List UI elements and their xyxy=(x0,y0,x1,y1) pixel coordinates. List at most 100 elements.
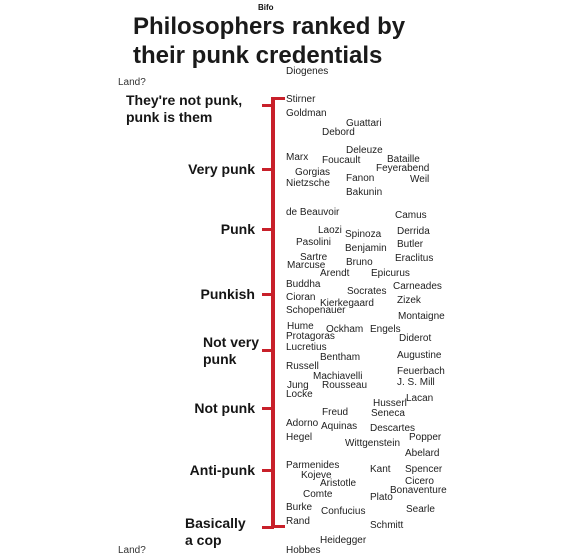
tick-not-punk xyxy=(262,407,274,410)
philosopher-name: Socrates xyxy=(347,286,387,297)
philosopher-name: Abelard xyxy=(405,448,440,459)
category-punkish: Punkish xyxy=(200,286,255,302)
philosopher-name: Machiavelli xyxy=(313,371,363,382)
philosopher-name: Diderot xyxy=(399,333,432,344)
philosopher-name: Arendt xyxy=(320,268,350,279)
philosopher-name: Adorno xyxy=(286,418,319,429)
tick-not-very-punk xyxy=(262,349,274,352)
philosopher-name: Schopenauer xyxy=(286,305,346,316)
philosopher-name: Aquinas xyxy=(321,421,358,432)
category-punk: Punk xyxy=(220,221,255,237)
philosopher-name: Bataille xyxy=(387,154,420,165)
philosopher-name: Lucretius xyxy=(286,342,327,353)
tick-punkish xyxy=(262,293,274,296)
philosopher-name: Protagoras xyxy=(286,331,335,342)
philosopher-name: Wittgenstein xyxy=(345,438,401,449)
philosopher-name: Carneades xyxy=(393,281,442,292)
philosopher-name: Freud xyxy=(322,407,349,418)
philosopher-name: Buddha xyxy=(286,279,321,290)
philosopher-name: Gorgias xyxy=(295,167,331,178)
category-not-punk: Not punk xyxy=(194,400,255,416)
philosopher-name: Parmenides xyxy=(286,460,340,471)
philosopher-name: Bonaventure xyxy=(390,485,447,496)
philosopher-name: Feuerbach xyxy=(397,366,445,377)
philosopher-name: Pasolini xyxy=(296,237,332,248)
tick-very-punk xyxy=(262,168,274,171)
philosopher-name: Kant xyxy=(370,464,391,475)
philosopher-name: Feyerabend xyxy=(376,163,430,174)
philosopher-name: Bakunin xyxy=(346,187,383,198)
philosopher-name: Seneca xyxy=(371,408,405,419)
philosopher-name: Foucault xyxy=(322,155,361,166)
philosopher-name: Engels xyxy=(370,324,401,335)
philosopher-name: Laozi xyxy=(318,225,342,236)
philosopher-name: Augustine xyxy=(397,350,442,361)
philosopher-name: Butler xyxy=(397,239,424,250)
title-line-1: Philosophers ranked by xyxy=(133,13,406,40)
category-very-punk: Very punk xyxy=(188,161,255,177)
philosopher-name: Montaigne xyxy=(398,311,445,322)
philosopher-name: Comte xyxy=(303,489,333,500)
philosopher-name: Descartes xyxy=(370,423,416,434)
philosopher-name: Spinoza xyxy=(345,229,382,240)
philosopher-name: Camus xyxy=(395,210,427,221)
philosopher-name: Hegel xyxy=(286,432,313,443)
philosopher-name: Fanon xyxy=(346,173,375,184)
philosopher-name: Hobbes xyxy=(286,545,321,556)
category-not-punk-punk-is-them: They're not punk, punk is them xyxy=(126,92,243,125)
philosopher-name: Diogenes xyxy=(286,66,329,77)
philosopher-name: Popper xyxy=(409,432,442,443)
tick-basically-a-cop xyxy=(262,526,274,529)
category-anti-punk: Anti-punk xyxy=(189,462,255,478)
tick-punk xyxy=(262,228,274,231)
philosopher-name: Debord xyxy=(322,127,355,138)
philosopher-name: Marcuse xyxy=(287,260,326,271)
philosopher-name: Epicurus xyxy=(371,268,410,279)
philosopher-name: Rand xyxy=(286,516,310,527)
philosopher-name: Schmitt xyxy=(370,520,404,531)
philosopher-name: Confucius xyxy=(321,506,366,517)
philosopher-name: Sartre xyxy=(300,252,328,263)
philosopher-name: Husserl xyxy=(373,398,407,409)
philosopher-name: Kojeve xyxy=(301,470,332,481)
philosopher-name: Derrida xyxy=(397,226,430,237)
philosopher-name: Ockham xyxy=(326,324,364,335)
philosopher-name: Stirner xyxy=(286,94,316,105)
philosopher-name: Aristotle xyxy=(320,478,357,489)
philosopher-name: Locke xyxy=(286,389,313,400)
philosopher-name: Cioran xyxy=(286,292,316,303)
philosopher-name: Zizek xyxy=(397,295,421,306)
title-line-2: their punk credentials xyxy=(133,42,383,69)
philosopher-name: Bentham xyxy=(320,352,361,363)
philosopher-name: Goldman xyxy=(286,108,327,119)
philosopher-name: Benjamin xyxy=(345,243,387,254)
philosopher-name: Spencer xyxy=(405,464,443,475)
tick-not-punk-punk-is-them xyxy=(262,104,274,107)
philosopher-name: Rousseau xyxy=(322,380,368,391)
philosopher-name: J. S. Mill xyxy=(397,377,435,388)
axis-bottom-cap xyxy=(271,525,285,528)
philosopher-name: Burke xyxy=(286,502,313,513)
category-basically-a-cop: Basically a cop xyxy=(185,515,246,548)
philosopher-name: Jung xyxy=(287,380,309,391)
philosopher-name: Guattari xyxy=(346,118,382,129)
philosopher-name: Plato xyxy=(370,492,393,503)
philosopher-name: Weil xyxy=(410,174,430,185)
philosopher-name: Marx xyxy=(286,152,309,163)
philosopher-name: Russell xyxy=(286,361,319,372)
philosopher-name: de Beauvoir xyxy=(286,207,340,218)
philosopher-name: Cicero xyxy=(405,476,434,487)
category-not-very-punk: Not very punk xyxy=(203,334,260,367)
philosopher-name: Eraclitus xyxy=(395,253,434,264)
philosopher-name: Nietzsche xyxy=(286,178,330,189)
ranking-axis xyxy=(271,97,275,528)
philosopher-name: Heidegger xyxy=(320,535,367,546)
philosopher-name: Searle xyxy=(406,504,435,515)
credit-label: Bifo xyxy=(258,3,274,12)
chart-title: Philosophers ranked by their punk creden… xyxy=(133,12,405,70)
philosopher-name: Hume xyxy=(287,321,314,332)
axis-top-label: Land? xyxy=(118,77,146,88)
philosopher-name: Bruno xyxy=(346,257,373,268)
philosopher-name: Kierkegaard xyxy=(320,298,374,309)
